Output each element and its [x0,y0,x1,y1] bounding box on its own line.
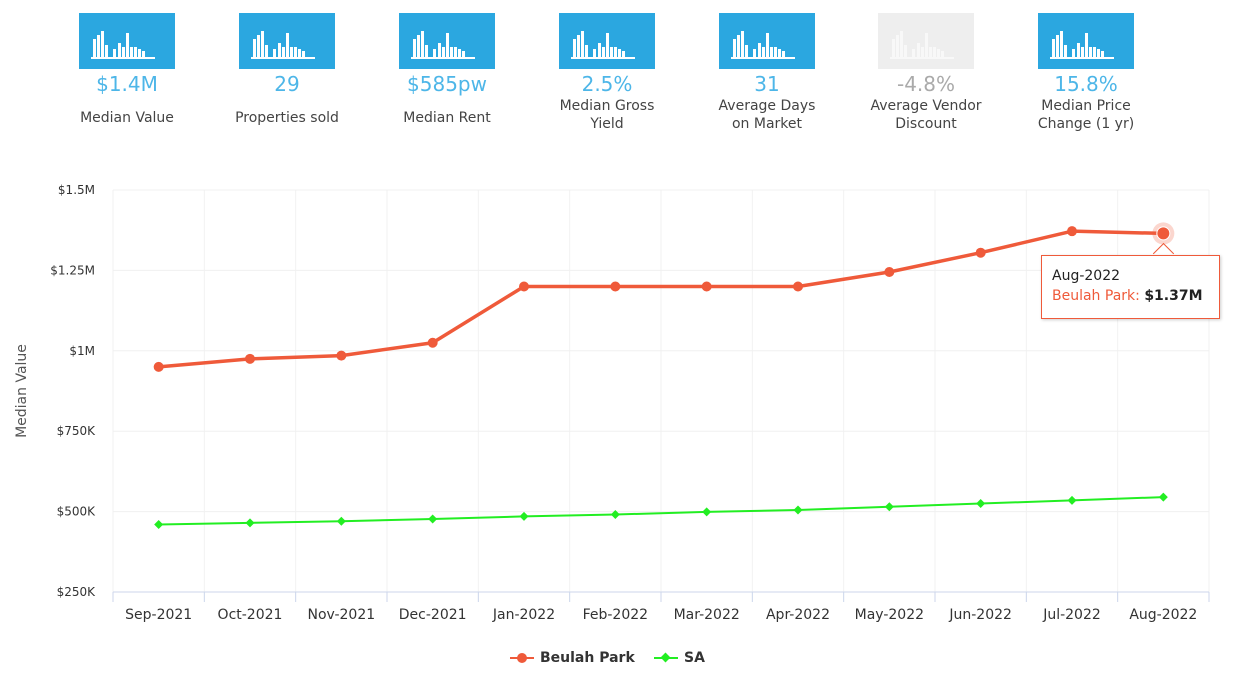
data-point-sa[interactable] [1067,495,1077,505]
y-axis-title: Median Value [14,344,30,438]
stat-value: $585pw [407,72,487,96]
data-point-sa[interactable] [976,499,986,509]
stat-label: Average Days on Market [718,98,816,132]
series-line-sa [158,496,1164,526]
stat-label: Median Price Change (1 yr) [1037,98,1135,132]
data-point-sa[interactable] [428,514,438,524]
data-point-sa[interactable] [793,505,803,515]
x-tick-label: Aug-2022 [1129,607,1197,623]
data-point-sa[interactable] [1158,492,1168,502]
legend-item-sa[interactable]: SA [654,650,705,666]
stat-2: $585pw Median Rent [387,13,507,127]
data-point-sa[interactable] [519,511,529,521]
y-tick-label: $500K [57,505,97,519]
x-tick-label: May-2022 [855,607,924,623]
stat-6: 15.8% Median Price Change (1 yr) [1026,13,1146,133]
x-tick-label: Feb-2022 [583,607,648,623]
legend-label-sa: SA [684,650,705,666]
y-tick-label: $1.25M [50,263,95,277]
stat-value: 15.8% [1054,72,1118,96]
chart-icon [719,13,815,69]
tooltip-series: Beulah Park [1052,288,1136,304]
y-tick-label: $250K [57,585,97,599]
x-tick-label: Dec-2021 [399,607,467,623]
data-point-sa[interactable] [245,518,255,528]
data-point-beulah-park[interactable] [519,281,529,292]
stat-label: Average Vendor Discount [870,98,982,132]
stat-0: $1.4M Median Value [67,13,187,127]
x-tick-label: Jun-2022 [948,607,1012,623]
x-tick-label: Apr-2022 [766,607,830,623]
data-point-beulah-park[interactable] [701,281,712,292]
data-point-beulah-park[interactable] [610,281,621,292]
stat-label: Properties sold [235,110,339,126]
data-point-sa[interactable] [154,519,164,529]
tooltip-date: Aug-2022 [1052,268,1121,284]
stat-value: 31 [754,72,780,96]
chart-icon [399,13,495,69]
y-tick-label: $750K [57,424,97,438]
tooltip-line: Beulah Park: $1.37M [1052,288,1203,304]
data-point-sa[interactable] [610,509,620,519]
y-tick-label: $1.5M [58,183,95,197]
stat-value: 29 [274,72,300,96]
legend-label-beulah-park: Beulah Park [540,650,635,666]
stat-3: 2.5% Median Gross Yield [547,13,667,133]
y-tick-label: $1M [69,344,95,358]
x-tick-label: Jul-2022 [1042,607,1101,623]
chart-tooltip: Aug-2022 Beulah Park: $1.37M [1041,255,1220,319]
data-point-beulah-park[interactable] [1156,226,1171,241]
stat-label: Median Value [80,110,174,126]
chart-icon [1038,13,1134,69]
stat-1: 29 Properties sold [227,13,347,127]
data-point-beulah-park[interactable] [245,353,255,364]
chart-icon [239,13,335,69]
tooltip-value: $1.37M [1144,288,1203,304]
data-point-beulah-park[interactable] [884,267,895,278]
data-point-sa[interactable] [336,516,346,526]
data-point-sa[interactable] [884,502,894,512]
legend-swatch-beulah-park [510,652,534,664]
chart-icon [878,13,974,69]
series-line-beulah-park [158,229,1164,369]
stat-label: Median Rent [403,110,491,126]
x-tick-label: Mar-2022 [674,607,740,623]
stat-value: 2.5% [581,72,633,96]
data-point-beulah-park[interactable] [153,361,164,372]
stat-value: $1.4M [96,72,158,96]
stat-label: Median Gross Yield [559,98,655,132]
data-point-beulah-park[interactable] [427,337,438,348]
data-point-beulah-park[interactable] [975,247,986,258]
median-value-chart: $250K $500K $750K $1M $1.25M $1.5M Sep-2021 Oct… [14,183,1210,623]
x-tick-label: Oct-2021 [218,607,283,623]
data-point-beulah-park[interactable] [1067,226,1077,237]
x-tick-label: Sep-2021 [125,607,192,623]
stat-value: -4.8% [896,72,956,96]
x-tick-label: Jan-2022 [492,607,555,623]
legend-item-beulah-park[interactable]: Beulah Park [510,650,635,666]
data-point-beulah-park[interactable] [336,350,347,361]
data-point-beulah-park[interactable] [793,281,803,292]
legend-swatch-sa [654,652,678,664]
data-point-sa[interactable] [702,507,712,517]
chart-icon [79,13,175,69]
stat-5: -4.8% Average Vendor Discount [866,13,986,133]
x-tick-label: Nov-2021 [308,607,376,623]
stat-4: 31 Average Days on Market [707,13,827,133]
chart-icon [559,13,655,69]
stats-bar: $1.4M Median Value 29 Properties sold $585pw… [0,0,1240,160]
